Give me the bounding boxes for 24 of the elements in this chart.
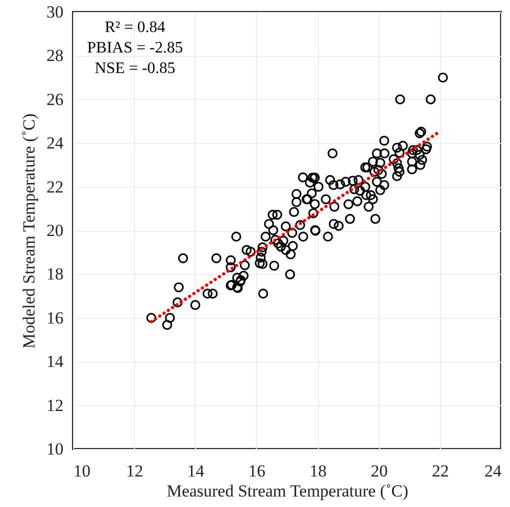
x-axis-title: Measured Stream Temperature (˚C): [166, 482, 408, 500]
y-axis-title: Modeled Stream Temperature (˚C): [20, 114, 38, 348]
annotation: PBIAS = -2.85: [87, 40, 183, 56]
annotation: NSE = -0.85: [94, 60, 176, 77]
x-tick-label: 14: [187, 462, 205, 480]
x-tick-label: 10: [74, 462, 90, 480]
y-tick-label: 24: [46, 134, 64, 153]
y-tick-label: 16: [46, 308, 64, 328]
y-tick-label: 28: [46, 46, 64, 66]
y-tick-label: 12: [46, 396, 64, 415]
x-tick-label: 12: [126, 462, 144, 480]
y-tick-label: 30: [46, 2, 64, 22]
x-tick-label: 20: [370, 462, 388, 480]
y-tick-label: 18: [46, 264, 64, 284]
y-tick-label: 26: [46, 90, 64, 109]
y-tick-label: 10: [46, 440, 64, 458]
x-tick-label: 22: [432, 462, 449, 480]
x-tick-label: 24: [484, 462, 502, 480]
annotation: R² = 0.84: [104, 19, 166, 36]
x-tick-label: 16: [248, 462, 266, 480]
x-tick-label: 18: [310, 462, 327, 480]
y-tick-label: 14: [46, 352, 64, 372]
y-tick-label: 20: [46, 221, 64, 240]
y-tick-label: 22: [46, 177, 64, 196]
